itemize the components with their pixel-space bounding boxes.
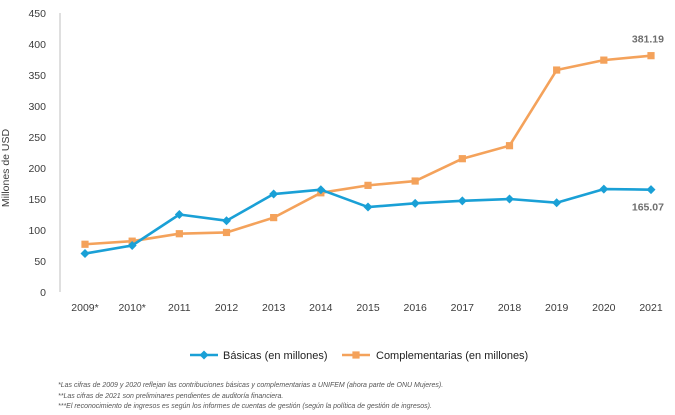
y-tick-label: 400 [28,39,46,51]
data-point-basicas [127,241,137,250]
data-point-basicas [80,249,90,259]
data-point-complementarias [222,228,231,237]
x-tick-label: 2021 [639,302,663,314]
legend-marker-basicas [199,350,209,360]
x-tick-label: 2011 [168,302,191,314]
data-label-complementarias-2021: 381.19 [632,34,664,46]
data-point-complementarias [458,155,466,163]
y-tick-label: 100 [28,225,46,237]
data-point-basicas [505,194,514,204]
series-line-basicas [84,187,652,255]
data-point-complementarias [600,56,608,64]
x-tick-label: 2013 [262,302,286,314]
data-point-basicas [457,196,467,206]
data-point-complementarias [175,230,183,238]
data-point-complementarias [270,214,278,222]
data-point-basicas [174,210,184,219]
data-point-basicas [363,202,373,212]
y-tick-label: 0 [40,287,46,299]
x-tick-label: 2014 [309,302,333,314]
legend-marker-complementarias [352,351,360,359]
data-point-complementarias [647,52,655,60]
line-chart: 0 50 100 150 200 250 300 350 400 450 Millones de U… [0,8,664,362]
y-tick-label: 450 [28,8,46,20]
data-point-complementarias [81,240,89,248]
data-point-complementarias [411,177,419,185]
data-point-basicas [552,198,562,208]
data-point-complementarias [553,66,561,74]
footnote: **Las cifras de 2021 son preliminares pe… [58,392,284,400]
data-point-basicas [269,189,279,199]
y-tick-label: 50 [34,256,46,268]
data-point-basicas [599,184,609,194]
y-tick-label: 250 [28,132,46,144]
data-point-complementarias [505,142,514,150]
x-tick-label: 2018 [498,302,522,314]
x-tick-label: 2015 [356,302,380,314]
x-tick-label: 2009* [71,302,98,314]
x-tick-label: 2012 [215,302,239,314]
y-tick-label: 350 [28,70,46,82]
x-tick-label: 2010* [118,302,145,314]
series-line-complementarias [84,54,652,246]
data-point-basicas [646,185,656,195]
legend-label-complementarias: Complementarias (en millones) [376,350,528,362]
y-axis-title: Millones de USD [0,128,12,207]
y-tick-label: 150 [28,194,46,206]
data-point-complementarias [364,181,372,189]
y-tick-label: 200 [28,163,46,175]
footnote: ***El reconocimiento de ingresos es segú… [58,403,432,410]
data-label-basicas-2021: 165.07 [632,202,664,214]
footnotes: *Las cifras de 2009 y 2020 reflejan las … [58,381,443,413]
x-tick-label: 2016 [403,302,427,314]
x-tick-label: 2020 [592,302,616,314]
footnote: *Las cifras de 2009 y 2020 reflejan las … [58,382,444,389]
data-point-basicas [222,216,231,226]
x-tick-label: 2019 [545,302,569,314]
data-point-basicas [316,185,326,195]
y-tick-label: 300 [28,101,46,113]
data-point-basicas [410,198,420,208]
legend-label-basicas: Básicas (en millones) [223,350,328,362]
x-tick-label: 2017 [451,302,475,314]
